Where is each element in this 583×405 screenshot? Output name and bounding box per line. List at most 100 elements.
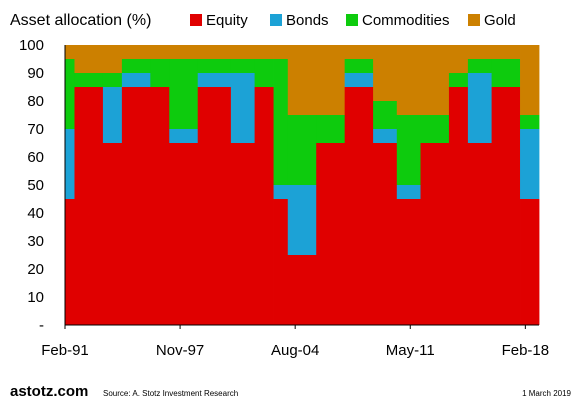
area-commodities-2: [102, 73, 123, 87]
area-bonds-3: [121, 73, 151, 87]
area-equity-8: [254, 87, 274, 325]
area-commodities-16: [448, 73, 469, 87]
area-equity-3: [121, 87, 151, 325]
area-equity-11: [316, 143, 346, 325]
area-gold-17: [467, 45, 492, 59]
y-tick-label: 80: [27, 93, 44, 110]
legend-swatch-commodities: [346, 14, 358, 26]
area-commodities-15: [420, 115, 450, 143]
area-commodities-17: [467, 59, 492, 73]
area-gold-6: [197, 45, 232, 59]
area-commodities-4: [150, 59, 170, 87]
area-bonds-13: [373, 129, 398, 143]
legend-label-gold: Gold: [484, 12, 516, 29]
y-tick-label: 50: [27, 177, 44, 194]
area-commodities-7: [230, 59, 255, 73]
area-equity-17: [467, 143, 492, 325]
area-gold-14: [396, 45, 421, 115]
y-tick-label: 20: [27, 261, 44, 278]
area-bonds-2: [102, 87, 123, 143]
area-equity-7: [230, 143, 255, 325]
y-tick-label: 90: [27, 65, 44, 82]
area-gold-15: [420, 45, 450, 115]
x-tick-label: Aug-04: [271, 342, 319, 359]
area-bonds-9: [273, 185, 289, 199]
area-gold-1: [74, 45, 104, 73]
area-bonds-7: [230, 73, 255, 143]
area-gold-11: [316, 45, 346, 115]
x-tick-label: Feb-18: [502, 342, 550, 359]
area-bonds-12: [344, 73, 374, 87]
area-gold-16: [448, 45, 469, 73]
area-equity-2: [102, 143, 123, 325]
area-bonds-19: [520, 129, 540, 199]
area-commodities-0: [65, 59, 75, 129]
area-commodities-5: [169, 59, 199, 129]
area-gold-3: [121, 45, 151, 59]
area-equity-6: [197, 87, 232, 325]
area-equity-15: [420, 143, 450, 325]
area-commodities-11: [316, 115, 346, 143]
legend: Equity Bonds Commodities Gold: [190, 12, 516, 29]
area-equity-18: [491, 87, 521, 325]
area-bonds-0: [65, 129, 75, 199]
area-gold-2: [102, 45, 123, 73]
report-date: 1 March 2019: [522, 389, 571, 398]
area-equity-13: [373, 143, 398, 325]
y-tick-label: 100: [19, 37, 44, 54]
area-gold-4: [150, 45, 170, 59]
y-tick-label: 30: [27, 233, 44, 250]
area-commodities-10: [287, 115, 317, 185]
area-bonds-6: [197, 73, 232, 87]
legend-label-commodities: Commodities: [362, 12, 450, 29]
x-tick-label: Nov-97: [156, 342, 204, 359]
area-gold-18: [491, 45, 521, 59]
area-commodities-18: [491, 59, 521, 87]
area-equity-0: [65, 199, 75, 325]
area-gold-13: [373, 45, 398, 101]
area-commodities-14: [396, 115, 421, 185]
area-bonds-10: [287, 185, 317, 255]
area-equity-10: [287, 255, 317, 325]
area-gold-0: [65, 45, 75, 59]
y-tick-label: 60: [27, 149, 44, 166]
area-equity-1: [74, 87, 104, 325]
legend-swatch-bonds: [270, 14, 282, 26]
legend-swatch-equity: [190, 14, 202, 26]
legend-swatch-gold: [468, 14, 480, 26]
source-note: Source: A. Stotz Investment Research: [103, 389, 239, 398]
area-gold-8: [254, 45, 274, 59]
area-bonds-17: [467, 73, 492, 143]
area-equity-14: [396, 199, 421, 325]
area-commodities-12: [344, 59, 374, 73]
area-bonds-14: [396, 185, 421, 199]
x-tick-label: May-11: [386, 342, 435, 359]
area-commodities-3: [121, 59, 151, 73]
y-tick-label: -: [39, 317, 44, 334]
brand-logo: astotz.com: [10, 383, 89, 400]
area-commodities-19: [520, 115, 540, 129]
area-commodities-6: [197, 59, 232, 73]
chart-title: Asset allocation (%): [10, 12, 151, 29]
area-gold-10: [287, 45, 317, 115]
legend-label-bonds: Bonds: [286, 12, 329, 29]
area-gold-19: [520, 45, 540, 115]
y-tick-label: 40: [27, 205, 44, 222]
area-commodities-9: [273, 59, 289, 185]
area-commodities-8: [254, 59, 274, 87]
area-equity-5: [169, 143, 199, 325]
plot-area: [65, 45, 540, 325]
x-tick-label: Feb-91: [41, 342, 89, 359]
area-commodities-1: [74, 73, 104, 87]
y-axis: - 10 20 30 40 50 60 70 80 90 100: [19, 37, 66, 334]
area-gold-12: [344, 45, 374, 59]
area-gold-5: [169, 45, 199, 59]
x-axis: Feb-91 Nov-97 Aug-04 May-11 Feb-18: [41, 324, 550, 359]
legend-label-equity: Equity: [206, 12, 248, 29]
area-bonds-5: [169, 129, 199, 143]
area-gold-7: [230, 45, 255, 59]
area-gold-9: [273, 45, 289, 59]
y-tick-label: 70: [27, 121, 44, 138]
area-equity-16: [448, 87, 469, 325]
